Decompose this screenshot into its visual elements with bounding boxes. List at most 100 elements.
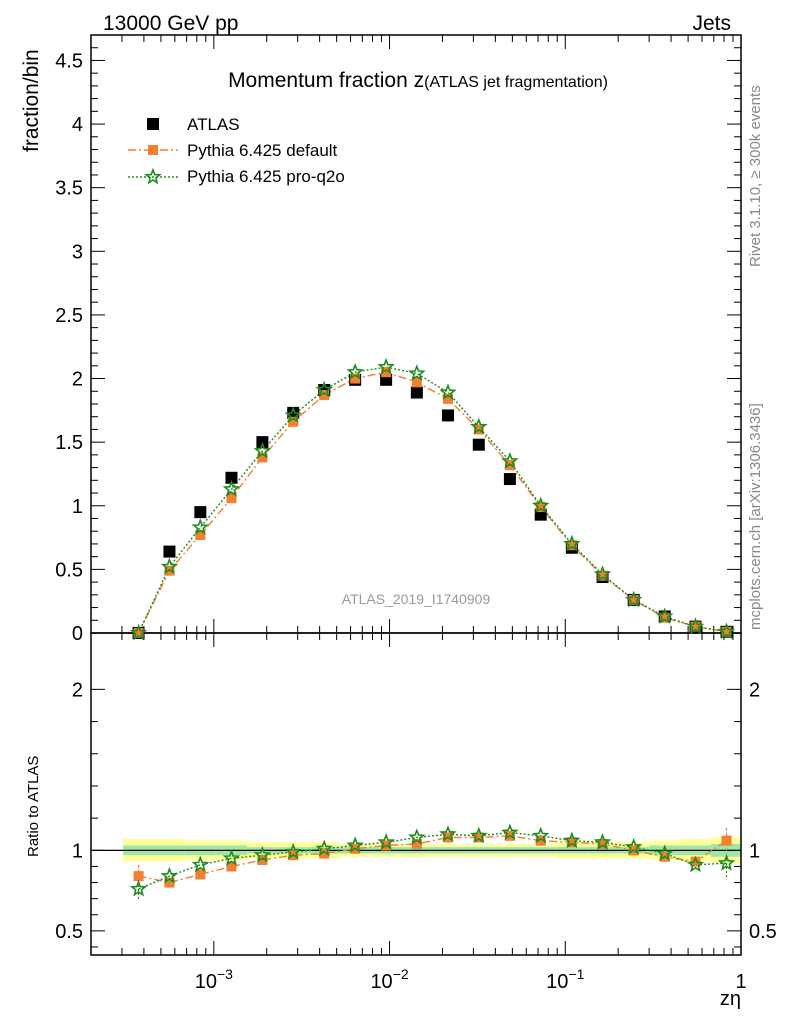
ratio-panel-frame: [90, 632, 742, 956]
proq2o-data-point: [686, 617, 705, 635]
default-ratio-point: [133, 871, 144, 882]
main-series-markers: [129, 357, 736, 641]
y-tick-label: 1: [72, 496, 83, 518]
ratio-series-markers: [129, 823, 736, 897]
proq2o-data-point: [408, 364, 426, 381]
proq2o-ratio-point: [532, 826, 550, 844]
legend-label-atlas: ATLAS: [187, 115, 240, 134]
proq2o-data-point: [191, 518, 210, 535]
proq2o-ratio-point: [129, 879, 148, 897]
default-data-point: [133, 628, 144, 638]
legend-label-proq2o: Pythia 6.425 pro-q2o: [187, 167, 345, 186]
default-ratio-point: [566, 837, 577, 848]
default-data-point: [319, 390, 330, 401]
atlas-data-point: [472, 438, 485, 451]
default-data-point: [566, 540, 577, 551]
proq2o-data-point: [624, 590, 643, 608]
proq2o-ratio-point: [501, 823, 519, 841]
ratio-tick-label: 0.5: [55, 921, 83, 943]
y-tick-label: 4.5: [55, 50, 83, 72]
default-data-point: [411, 377, 422, 388]
proq2o-data-point: [469, 417, 488, 435]
proq2o-data-point: [563, 534, 581, 552]
ratio-tick-label-right: 0.5: [749, 921, 777, 943]
default-data-point: [288, 416, 299, 427]
proq2o-ratio-point: [563, 831, 581, 849]
header-right: Jets: [692, 12, 731, 35]
proq2o-ratio-point: [717, 854, 736, 871]
proq2o-data-point: [222, 479, 241, 497]
default-data-point: [721, 626, 732, 637]
proq2o-data-point: [501, 452, 519, 469]
default-data-point: [226, 493, 237, 504]
default-ratio-point: [411, 838, 422, 849]
axis-ticks: 0 0.5 1 1.5 2 2.5 3 3.5 4 4.5 0.5 0.5 1 1 2 2 10−3 10−2 10…: [55, 35, 777, 993]
proq2o-ratio-point: [253, 846, 272, 863]
proq2o-ratio-point: [346, 836, 364, 854]
proq2o-ratio-point: [160, 866, 179, 884]
chart-title: Momentum fraction z(ATLAS jet fragmentat…: [228, 69, 608, 92]
x-tick-label: 1: [735, 971, 746, 993]
x-tick-label: 10−1: [546, 966, 584, 993]
proq2o-data-point: [532, 496, 550, 514]
atlas-data-point: [503, 473, 516, 486]
proq2o-data-point: [129, 623, 148, 641]
ratio-tick-label-right: 2: [749, 679, 760, 701]
mcplots-label: mcplots.cern.ch [arXiv:1306.3436]: [747, 403, 764, 630]
analysis-watermark: ATLAS_2019_I1740909: [342, 591, 491, 607]
proq2o-ratio-point: [222, 849, 241, 866]
proq2o-ratio-point: [656, 844, 674, 861]
default-data-point: [628, 594, 639, 605]
legend-marker-proq2o: [144, 167, 162, 185]
x-tick-label: 10−2: [370, 966, 408, 993]
proq2o-ratio-point: [191, 855, 210, 873]
proq2o-data-point: [377, 357, 395, 375]
ratio-y-axis-label: Ratio to ATLAS: [25, 756, 42, 857]
default-ratio-point: [721, 835, 732, 846]
atlas-data-point: [194, 506, 207, 519]
proq2o-ratio-point: [686, 855, 705, 873]
proq2o-data-point: [593, 565, 612, 582]
y-axis-label: fraction/bin: [20, 49, 43, 152]
y-tick-label: 3: [72, 241, 83, 263]
proq2o-ratio-point: [377, 833, 395, 850]
default-ratio-point: [195, 869, 206, 880]
default-ratio-point: [690, 856, 701, 867]
atlas-data-point: [441, 409, 454, 422]
proq2o-ratio-point: [408, 828, 426, 845]
legend-label-default: Pythia 6.425 default: [187, 141, 338, 160]
ratio-tick-label: 2: [72, 679, 83, 701]
rivet-label: Rivet 3.1.10, ≥ 300k events: [747, 85, 764, 267]
legend-marker-atlas: [147, 118, 159, 130]
y-tick-label: 2.5: [55, 305, 83, 327]
default-data-point: [535, 502, 546, 513]
default-data-point: [690, 621, 701, 632]
proq2o-ratio-point: [315, 839, 333, 857]
title-main: Momentum fraction: [228, 69, 414, 92]
proq2o-ratio-point: [593, 833, 612, 850]
default-ratio-point: [535, 835, 546, 846]
proq2o-ratio-point: [439, 825, 457, 842]
y-tick-label: 0: [72, 623, 83, 645]
default-ratio-point: [257, 855, 268, 866]
default-data-point: [597, 570, 608, 581]
title-subtitle: (ATLAS jet fragmentation): [424, 74, 608, 91]
default-ratio-point: [597, 838, 608, 849]
proq2o-data-point: [253, 441, 272, 459]
atlas-data-point: [163, 545, 176, 558]
default-ratio-point: [473, 832, 484, 843]
proq2o-data-point: [284, 406, 302, 423]
x-axis-label: zη: [720, 988, 741, 1010]
atlas-data-point: [225, 471, 238, 484]
y-tick-label: 4: [72, 114, 83, 136]
ratio-tick-label: 1: [72, 840, 83, 862]
proq2o-data-point: [656, 607, 674, 624]
default-ratio-point: [226, 861, 237, 872]
proq2o-ratio-point: [284, 842, 302, 860]
proq2o-data-point: [439, 383, 457, 401]
legend: ATLAS Pythia 6.425 default Pythia 6.425 …: [128, 115, 345, 186]
y-tick-label: 1.5: [55, 432, 83, 454]
proq2o-data-point: [346, 362, 364, 380]
default-ratio-point: [319, 848, 330, 859]
